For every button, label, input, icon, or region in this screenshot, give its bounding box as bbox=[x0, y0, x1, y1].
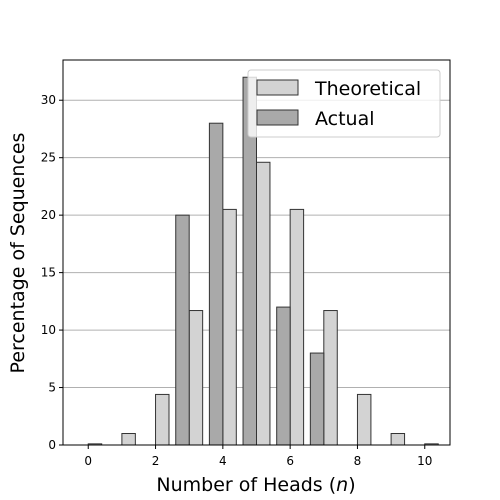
legend-swatch-theoretical bbox=[256, 79, 299, 96]
bar-theoretical-7 bbox=[323, 310, 338, 446]
bar-theoretical-4 bbox=[222, 208, 237, 446]
x-tick-label: 0 bbox=[84, 454, 92, 468]
y-axis-label: Percentage of Sequences bbox=[7, 133, 29, 374]
y-tick-label: 30 bbox=[41, 93, 56, 107]
bar-theoretical-8 bbox=[356, 393, 372, 446]
bar-theoretical-2 bbox=[155, 393, 170, 446]
y-tick-label: 20 bbox=[41, 208, 56, 222]
x-axis-label: Number of Heads (n) bbox=[156, 474, 355, 496]
x-tick-label: 6 bbox=[286, 454, 294, 468]
x-axis: 0 2 4 6 8 10 bbox=[84, 445, 432, 468]
y-tick-label: 0 bbox=[48, 438, 56, 452]
bar-theoretical-3 bbox=[188, 310, 204, 446]
bar-actual-6 bbox=[276, 306, 291, 446]
x-tick-label: 4 bbox=[219, 454, 227, 468]
legend-label-theoretical: Theoretical bbox=[314, 78, 421, 100]
y-axis: 0 5 10 15 20 25 30 bbox=[41, 93, 63, 452]
y-tick-label: 15 bbox=[41, 266, 56, 280]
x-tick-label: 10 bbox=[417, 454, 432, 468]
plot-frame bbox=[62, 59, 451, 446]
bar-theoretical-1 bbox=[121, 433, 136, 446]
y-tick-label: 10 bbox=[41, 323, 56, 337]
legend: Theoretical Actual bbox=[247, 69, 441, 138]
bar-theoretical-9 bbox=[390, 433, 406, 446]
x-tick-label: 8 bbox=[354, 454, 362, 468]
bars bbox=[87, 76, 439, 446]
legend-label-actual: Actual bbox=[315, 108, 375, 130]
y-tick-label: 25 bbox=[41, 151, 56, 165]
legend-swatch-actual bbox=[256, 109, 299, 126]
y-tick-label: 5 bbox=[48, 381, 56, 395]
bar-actual-4 bbox=[208, 122, 224, 446]
bar-theoretical-6 bbox=[289, 208, 305, 446]
bar-actual-7 bbox=[309, 352, 325, 446]
bar-actual-3 bbox=[175, 214, 190, 446]
x-tick-label: 2 bbox=[152, 454, 160, 468]
bar-theoretical-5 bbox=[256, 161, 271, 446]
